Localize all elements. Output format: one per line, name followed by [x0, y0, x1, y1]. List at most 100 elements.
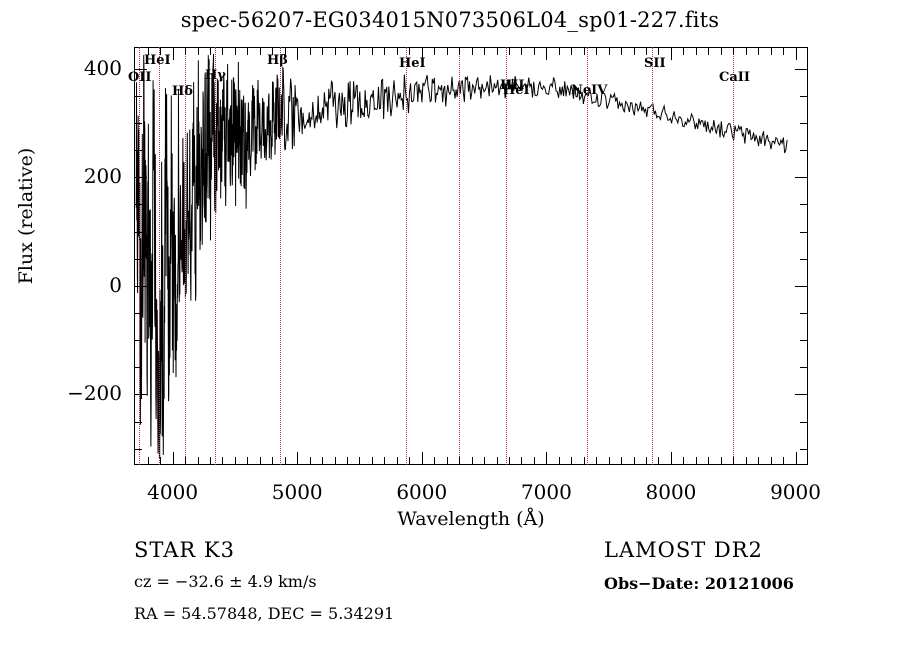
y-tick-minor-right [800, 340, 808, 342]
spectral-line-marker-hei [506, 47, 508, 465]
x-tick-minor-top [583, 47, 585, 55]
x-tick-minor-top [683, 47, 685, 55]
spectral-line-marker-neiv [586, 47, 588, 465]
spectral-line-marker-h [279, 47, 281, 465]
x-tick-minor-top [708, 47, 710, 55]
y-tick-minor [134, 150, 142, 152]
y-tick [134, 68, 147, 70]
y-tick-minor-right [800, 367, 808, 369]
x-tick-minor-top [695, 47, 697, 55]
y-tick [134, 394, 147, 396]
spectral-line-marker-oii [138, 47, 140, 465]
spectrum-trace [135, 48, 807, 464]
x-tick-minor-top [496, 47, 498, 55]
x-tick-minor [384, 457, 386, 465]
spectral-line-label: Hγ [205, 68, 226, 83]
x-tick [670, 452, 672, 465]
x-tick-minor-top [633, 47, 635, 55]
x-tick-minor [347, 457, 349, 465]
x-tick-minor [359, 457, 361, 465]
x-tick-minor-top [160, 47, 162, 55]
x-tick-minor [508, 457, 510, 465]
y-tick-minor-right [800, 204, 808, 206]
spectral-line-marker-hei [406, 47, 408, 465]
spectral-line-label: HII [500, 78, 525, 93]
x-tick-minor-top [608, 47, 610, 55]
x-tick-minor [471, 457, 473, 465]
y-tick-minor [134, 204, 142, 206]
meta-redshift: cz = −32.6 ± 4.9 km/s [134, 572, 317, 591]
x-tick-top [421, 47, 423, 60]
x-tick-minor-top [347, 47, 349, 55]
x-tick [795, 452, 797, 465]
y-axis-label: Flux (relative) [15, 147, 37, 285]
spectral-line-marker-sii [652, 47, 654, 465]
x-tick-minor-top [396, 47, 398, 55]
x-tick-minor-top [272, 47, 274, 55]
x-tick-minor [247, 457, 249, 465]
x-tick-minor-top [571, 47, 573, 55]
x-tick-minor-top [508, 47, 510, 55]
y-tick-right [795, 177, 808, 179]
y-tick-minor [134, 231, 142, 233]
x-tick-minor [272, 457, 274, 465]
x-tick-minor [371, 457, 373, 465]
x-tick [297, 452, 299, 465]
y-tick-minor [134, 123, 142, 124]
x-tick-minor-top [484, 47, 486, 55]
y-tick [134, 285, 147, 287]
x-tick-minor-top [322, 47, 324, 55]
spectral-line-label: SII [644, 56, 666, 71]
x-tick-minor-top [446, 47, 448, 55]
x-tick-minor [322, 457, 324, 465]
x-tick-minor [733, 457, 735, 465]
spectral-line-marker-hei [158, 47, 160, 465]
x-tick-top [172, 47, 174, 60]
x-tick-minor-top [521, 47, 523, 55]
x-tick-minor [695, 457, 697, 465]
x-tick-minor-top [770, 47, 772, 55]
x-tick-minor [309, 457, 311, 465]
x-tick-minor [185, 457, 187, 465]
x-tick-minor-top [185, 47, 187, 55]
y-tick-minor-right [800, 231, 808, 233]
spectral-line-label: CaII [719, 70, 750, 85]
x-tick-minor-top [247, 47, 249, 55]
x-tick-minor [621, 457, 623, 465]
spectral-line-label: Hδ [172, 84, 193, 99]
y-tick-minor-right [800, 150, 808, 152]
x-tick [421, 452, 423, 465]
x-tick-minor-top [558, 47, 560, 55]
x-tick-minor [758, 457, 760, 465]
x-tick-minor [259, 457, 261, 465]
x-tick-minor-top [147, 47, 149, 55]
x-tick-minor [521, 457, 523, 465]
x-tick-minor [484, 457, 486, 465]
x-tick-minor-top [733, 47, 735, 55]
y-tick-minor [134, 421, 142, 423]
x-tick-minor-top [371, 47, 373, 55]
x-tick-minor-top [434, 47, 436, 55]
meta-star-type: STAR K3 [134, 538, 235, 562]
x-tick-label: 8000 [645, 480, 697, 504]
x-tick-minor-top [384, 47, 386, 55]
x-tick-minor-top [758, 47, 760, 55]
x-tick-minor-top [197, 47, 199, 55]
x-tick-label: 5000 [271, 480, 323, 504]
y-tick-minor [134, 313, 142, 314]
x-tick-minor [783, 457, 785, 465]
x-tick-top [297, 47, 299, 60]
x-tick-label: 6000 [396, 480, 448, 504]
x-tick-minor [646, 457, 648, 465]
x-tick-minor [583, 457, 585, 465]
x-tick-minor-top [783, 47, 785, 55]
x-tick-minor-top [409, 47, 411, 55]
x-tick-minor [770, 457, 772, 465]
x-tick-minor [533, 457, 535, 465]
spectral-line-label: NeIV [571, 83, 608, 98]
x-tick-minor-top [658, 47, 660, 55]
y-tick-minor-right [800, 421, 808, 423]
y-tick-minor-right [800, 123, 808, 124]
spectral-line-marker-caii [733, 47, 734, 465]
